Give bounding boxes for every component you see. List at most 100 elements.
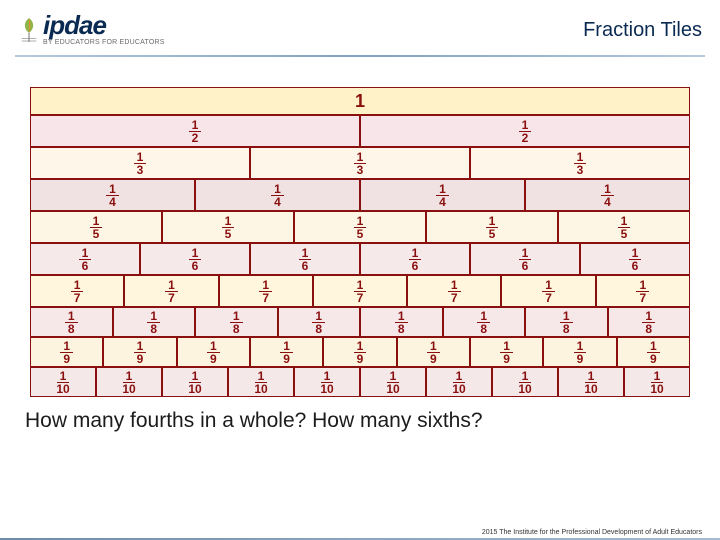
- fraction-label: 16: [629, 247, 642, 272]
- tile-row-4: 14 14 14 14: [30, 179, 690, 211]
- fraction-tile-1-10: 110: [162, 367, 228, 397]
- fraction-tile-1-8: 18: [360, 307, 443, 337]
- header: ipdae BY EDUCATORS FOR EDUCATORS Fractio…: [0, 0, 720, 55]
- fraction-tile-1-5: 15: [294, 211, 426, 243]
- fraction-label: 17: [71, 279, 84, 304]
- fraction-label: 17: [354, 279, 367, 304]
- page-title: Fraction Tiles: [583, 19, 702, 42]
- fraction-label: 18: [65, 310, 78, 335]
- footer-text: 2015 The Institute for the Professional …: [482, 529, 702, 536]
- tile-row-2: 12 12: [30, 115, 690, 147]
- fraction-tile-1-4: 14: [525, 179, 690, 211]
- fraction-label: 15: [90, 215, 103, 240]
- fraction-label: 14: [106, 183, 119, 208]
- fraction-label: 19: [354, 340, 367, 365]
- fraction-tile-1-5: 15: [162, 211, 294, 243]
- fraction-tile-1-9: 19: [543, 337, 616, 367]
- fraction-label: 12: [519, 119, 532, 144]
- fraction-tile-1-9: 19: [103, 337, 176, 367]
- fraction-label: 19: [647, 340, 660, 365]
- leaf-icon: [18, 16, 40, 44]
- fraction-tile-1-10: 110: [360, 367, 426, 397]
- fraction-label: 110: [647, 370, 666, 395]
- fraction-label: 19: [134, 340, 147, 365]
- fraction-tile-1-9: 19: [397, 337, 470, 367]
- question-text: How many fourths in a whole? How many si…: [25, 409, 720, 433]
- fraction-tile-1-7: 17: [596, 275, 690, 307]
- fraction-label: 14: [271, 183, 284, 208]
- fraction-tile-1-8: 18: [278, 307, 361, 337]
- fraction-tile-1-6: 16: [580, 243, 690, 275]
- fraction-tile-grid: 1121213131314141414151515151516161616161…: [30, 87, 690, 397]
- tile-row-10: 110110110110110110110110110110: [30, 367, 690, 397]
- fraction-tile-1-4: 14: [30, 179, 195, 211]
- fraction-label: 16: [519, 247, 532, 272]
- fraction-label: 110: [383, 370, 402, 395]
- tile-row-9: 191919191919191919: [30, 337, 690, 367]
- tile-row-8: 18 18 18 18 18 18 18 18: [30, 307, 690, 337]
- fraction-label: 16: [299, 247, 312, 272]
- fraction-tile-1-3: 13: [250, 147, 470, 179]
- fraction-tile-1-10: 110: [30, 367, 96, 397]
- fraction-tile-1-9: 19: [470, 337, 543, 367]
- tile-row-7: 17171717171717: [30, 275, 690, 307]
- fraction-tile-1-10: 110: [426, 367, 492, 397]
- fraction-label: 16: [409, 247, 422, 272]
- fraction-label: 16: [189, 247, 202, 272]
- slide: ipdae BY EDUCATORS FOR EDUCATORS Fractio…: [0, 0, 720, 540]
- fraction-label: 19: [60, 340, 73, 365]
- fraction-tile-1-8: 18: [443, 307, 526, 337]
- fraction-label: 110: [251, 370, 270, 395]
- fraction-tile-1-10: 110: [492, 367, 558, 397]
- fraction-tile-1-8: 18: [608, 307, 691, 337]
- fraction-tile-1-9: 19: [177, 337, 250, 367]
- fraction-label: 18: [560, 310, 573, 335]
- fraction-label: 15: [354, 215, 367, 240]
- tile-row-6: 16 16 16 16 16 16: [30, 243, 690, 275]
- fraction-tile-1-7: 17: [30, 275, 124, 307]
- fraction-tile-1-6: 16: [360, 243, 470, 275]
- fraction-label: 13: [354, 151, 367, 176]
- fraction-tile-1-8: 18: [113, 307, 196, 337]
- fraction-tile-1-4: 14: [195, 179, 360, 211]
- fraction-tile-1-7: 17: [501, 275, 595, 307]
- fraction-label: 19: [427, 340, 440, 365]
- fraction-label: 110: [53, 370, 72, 395]
- fraction-label: 12: [189, 119, 202, 144]
- fraction-label: 14: [436, 183, 449, 208]
- fraction-tile-1-9: 19: [617, 337, 690, 367]
- fraction-tile-1-9: 19: [30, 337, 103, 367]
- fraction-tile-1-6: 16: [470, 243, 580, 275]
- fraction-tile-1-3: 13: [470, 147, 690, 179]
- fraction-tile-1-10: 110: [294, 367, 360, 397]
- fraction-tile-1-5: 15: [426, 211, 558, 243]
- header-divider: [15, 55, 705, 57]
- fraction-tile-1-10: 110: [558, 367, 624, 397]
- tile-row-1: 1: [30, 87, 690, 115]
- fraction-tile-1-7: 17: [407, 275, 501, 307]
- fraction-tile-1-6: 16: [250, 243, 360, 275]
- fraction-label: 17: [259, 279, 272, 304]
- fraction-label: 18: [230, 310, 243, 335]
- logo-text: ipdae BY EDUCATORS FOR EDUCATORS: [43, 14, 165, 45]
- fraction-label: 13: [134, 151, 147, 176]
- fraction-label: 18: [312, 310, 325, 335]
- fraction-label: 19: [574, 340, 587, 365]
- fraction-label: 17: [636, 279, 649, 304]
- fraction-label: 18: [477, 310, 490, 335]
- fraction-tile-1-9: 19: [323, 337, 396, 367]
- fraction-tile-1-6: 16: [30, 243, 140, 275]
- fraction-tile-1-8: 18: [30, 307, 113, 337]
- tile-row-5: 15 15 15 15 15: [30, 211, 690, 243]
- fraction-tile-1-8: 18: [525, 307, 608, 337]
- fraction-label: 15: [222, 215, 235, 240]
- fraction-tile-1-5: 15: [30, 211, 162, 243]
- fraction-tile-1-7: 17: [219, 275, 313, 307]
- fraction-tile-1-6: 16: [140, 243, 250, 275]
- fraction-label: 15: [618, 215, 631, 240]
- fraction-tile-1-9: 19: [250, 337, 323, 367]
- logo-sub: BY EDUCATORS FOR EDUCATORS: [43, 39, 165, 46]
- fraction-tile-1-10: 110: [228, 367, 294, 397]
- fraction-label: 19: [500, 340, 513, 365]
- fraction-label: 110: [449, 370, 468, 395]
